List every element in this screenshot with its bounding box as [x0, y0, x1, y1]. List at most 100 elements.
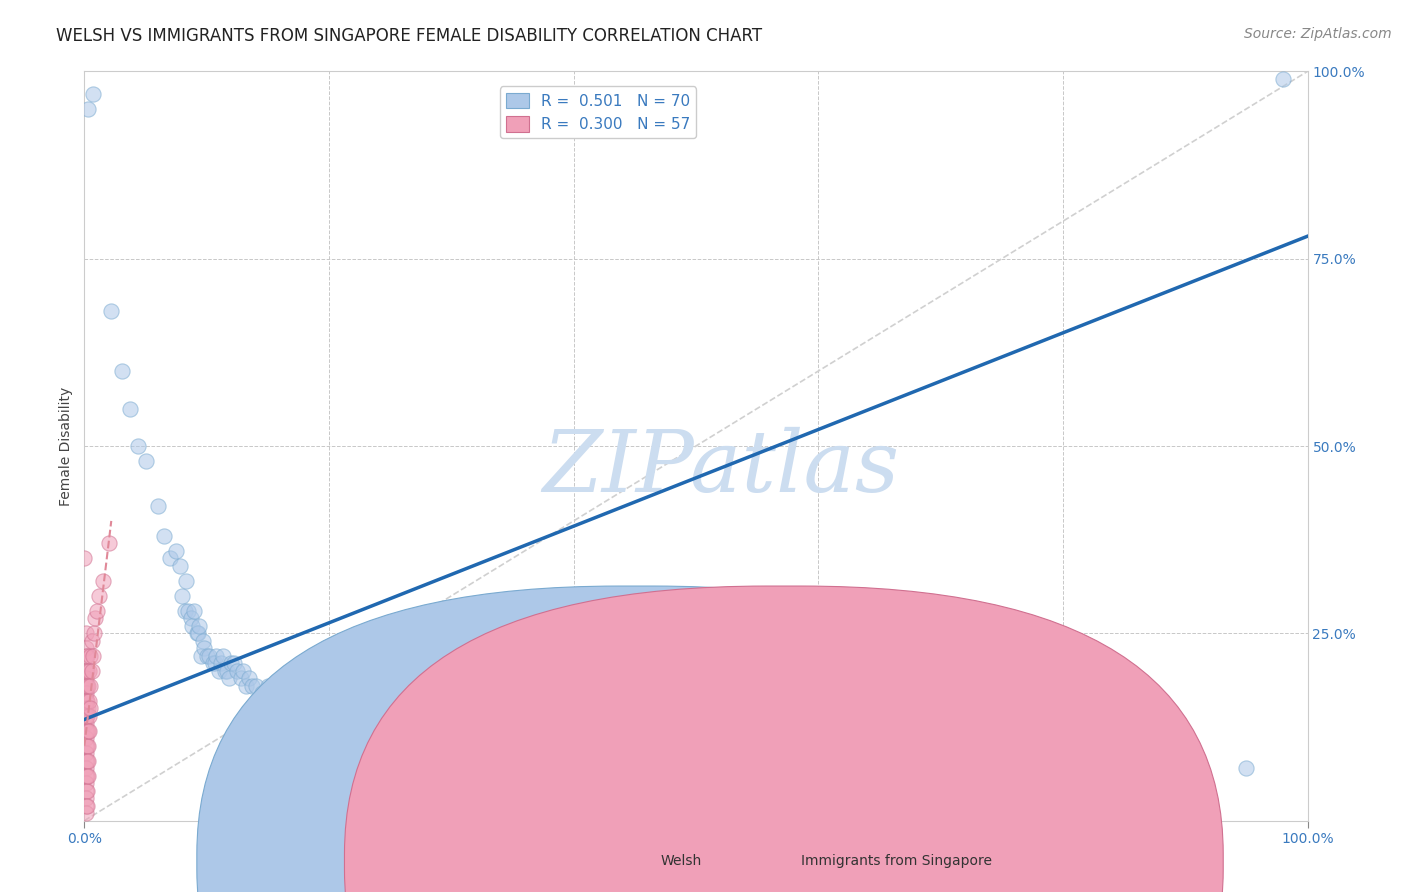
- Point: [77, 701, 100, 715]
- Point: [79, 648, 101, 663]
- Point: [76, 783, 98, 797]
- Text: Source: ZipAtlas.com: Source: ZipAtlas.com: [1244, 27, 1392, 41]
- Point: [318, 694, 340, 708]
- Point: [75, 798, 97, 813]
- Point: [440, 716, 463, 731]
- Point: [218, 671, 240, 685]
- Point: [75, 686, 97, 700]
- Point: [75, 739, 97, 753]
- Point: [222, 657, 245, 671]
- Point: [180, 611, 202, 625]
- Point: [75, 746, 97, 760]
- Point: [76, 664, 98, 678]
- Point: [76, 694, 98, 708]
- Y-axis label: Female Disability: Female Disability: [59, 386, 73, 506]
- Point: [159, 551, 181, 566]
- Point: [80, 633, 103, 648]
- Point: [75, 783, 97, 797]
- Point: [73, 551, 96, 566]
- Point: [217, 664, 239, 678]
- Point: [287, 694, 309, 708]
- Point: [312, 701, 335, 715]
- Point: [75, 791, 97, 805]
- Point: [84, 611, 107, 625]
- Point: [186, 626, 208, 640]
- Point: [305, 686, 328, 700]
- Point: [76, 648, 98, 663]
- Point: [75, 664, 97, 678]
- Point: [181, 619, 204, 633]
- Point: [79, 679, 101, 693]
- Point: [269, 694, 291, 708]
- Point: [76, 679, 98, 693]
- Point: [172, 589, 194, 603]
- Point: [77, 708, 100, 723]
- Point: [232, 664, 254, 678]
- Point: [75, 648, 97, 663]
- Point: [82, 87, 104, 101]
- Point: [1272, 71, 1295, 86]
- Point: [77, 739, 100, 753]
- Point: [188, 619, 211, 633]
- Point: [76, 798, 98, 813]
- Point: [77, 664, 100, 678]
- Point: [77, 694, 100, 708]
- Point: [174, 574, 197, 588]
- Point: [165, 544, 187, 558]
- Point: [250, 686, 273, 700]
- Point: [76, 708, 98, 723]
- Point: [235, 679, 257, 693]
- Point: [77, 723, 100, 738]
- Point: [77, 754, 100, 768]
- Point: [86, 604, 108, 618]
- Point: [380, 716, 402, 731]
- Text: ZIPatlas: ZIPatlas: [541, 427, 898, 510]
- Point: [76, 754, 98, 768]
- Point: [294, 679, 316, 693]
- Point: [76, 723, 98, 738]
- Point: [82, 648, 104, 663]
- Point: [281, 686, 304, 700]
- Point: [299, 694, 322, 708]
- Point: [75, 716, 97, 731]
- Point: [214, 664, 236, 678]
- Point: [127, 439, 149, 453]
- Point: [77, 769, 100, 783]
- Text: Welsh: Welsh: [661, 854, 702, 868]
- Point: [240, 679, 263, 693]
- Point: [187, 626, 209, 640]
- Point: [208, 664, 231, 678]
- Text: WELSH VS IMMIGRANTS FROM SINGAPORE FEMALE DISABILITY CORRELATION CHART: WELSH VS IMMIGRANTS FROM SINGAPORE FEMAL…: [56, 27, 762, 45]
- Point: [75, 694, 97, 708]
- Point: [83, 626, 105, 640]
- Point: [75, 679, 97, 693]
- Point: [75, 769, 97, 783]
- Point: [177, 604, 200, 618]
- Point: [75, 723, 97, 738]
- Point: [75, 761, 97, 775]
- Point: [245, 679, 267, 693]
- Point: [276, 686, 298, 700]
- Point: [354, 708, 377, 723]
- Point: [198, 648, 221, 663]
- Point: [807, 746, 830, 760]
- Point: [342, 701, 364, 715]
- Point: [118, 401, 141, 416]
- Point: [195, 648, 218, 663]
- Point: [76, 769, 98, 783]
- Point: [209, 657, 232, 671]
- Point: [75, 641, 97, 656]
- Point: [75, 626, 97, 640]
- Point: [77, 679, 100, 693]
- Point: [75, 671, 97, 685]
- Point: [100, 304, 122, 318]
- Point: [205, 648, 228, 663]
- Point: [135, 454, 157, 468]
- Point: [330, 701, 353, 715]
- Point: [211, 648, 233, 663]
- Point: [191, 633, 214, 648]
- Point: [1236, 761, 1258, 775]
- Legend: R =  0.501   N = 70, R =  0.300   N = 57: R = 0.501 N = 70, R = 0.300 N = 57: [499, 87, 696, 138]
- Point: [190, 648, 212, 663]
- Point: [291, 679, 314, 693]
